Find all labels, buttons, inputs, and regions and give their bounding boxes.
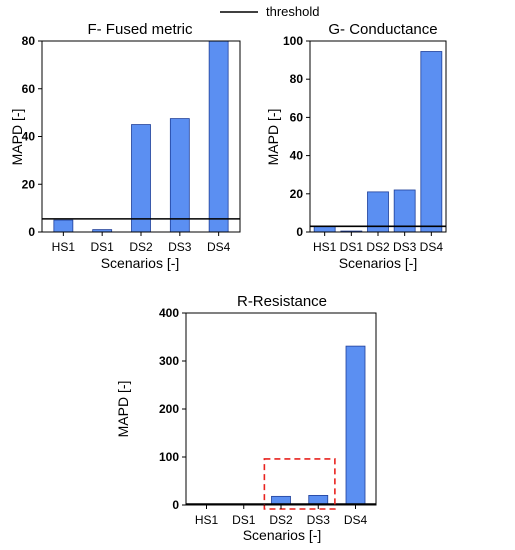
x-axis-label: Scenarios [-] bbox=[243, 527, 322, 543]
chart-resistance: R-Resistance MAPD [-] Scenarios [-] 0 100… bbox=[115, 293, 377, 543]
legend-threshold-label: threshold bbox=[266, 4, 319, 19]
bar-ds4 bbox=[345, 345, 366, 506]
chart-conductance: G- Conductance MAPD [-] Scenarios [-] 0 2… bbox=[265, 21, 447, 271]
x-tick-label: DS4 bbox=[420, 240, 444, 254]
bar-ds4 bbox=[420, 51, 443, 233]
x-tick-label: DS2 bbox=[269, 513, 293, 527]
chart-fused-metric: F- Fused metric MAPD [-] Scenarios [-] 0… bbox=[9, 21, 241, 271]
x-tick-label: DS1 bbox=[91, 240, 115, 254]
y-tick-label: 80 bbox=[290, 72, 304, 86]
y-axis-label: MAPD [-] bbox=[265, 109, 281, 166]
x-tick-label: DS2 bbox=[366, 240, 390, 254]
bar-hs1 bbox=[53, 219, 74, 233]
y-tick-label: 40 bbox=[290, 149, 304, 163]
y-tick-label: 20 bbox=[290, 187, 304, 201]
y-axis-label: MAPD [-] bbox=[9, 109, 25, 166]
chart-title: G- Conductance bbox=[328, 21, 437, 38]
x-tick-label: DS3 bbox=[307, 513, 331, 527]
x-tick-label: DS2 bbox=[129, 240, 153, 254]
y-tick-label: 40 bbox=[22, 130, 36, 144]
x-tick-label: DS3 bbox=[168, 240, 192, 254]
y-axis-label: MAPD [-] bbox=[115, 381, 131, 438]
y-tick-label: 80 bbox=[22, 34, 36, 48]
y-tick-label: 60 bbox=[290, 110, 304, 124]
x-tick-label: DS4 bbox=[207, 240, 231, 254]
y-tick-label: 0 bbox=[28, 225, 35, 239]
highlight-box bbox=[263, 458, 336, 510]
y-tick-label: 20 bbox=[22, 177, 36, 191]
y-tick-label: 0 bbox=[296, 225, 303, 239]
bar-hs1 bbox=[313, 225, 336, 233]
x-tick-label: DS1 bbox=[232, 513, 256, 527]
y-tick-label: 300 bbox=[159, 354, 179, 368]
chart-title: F- Fused metric bbox=[87, 21, 193, 38]
x-tick-label: DS4 bbox=[344, 513, 368, 527]
x-tick-label: DS1 bbox=[340, 240, 364, 254]
x-axis-label: Scenarios [-] bbox=[101, 255, 180, 271]
y-tick-label: 100 bbox=[159, 450, 179, 464]
y-tick-label: 0 bbox=[172, 498, 179, 512]
legend: threshold bbox=[220, 4, 319, 19]
bar-ds3 bbox=[169, 118, 190, 233]
x-tick-label: HS1 bbox=[195, 513, 219, 527]
chart-title: R-Resistance bbox=[237, 293, 327, 310]
x-tick-label: DS3 bbox=[393, 240, 417, 254]
x-tick-label: HS1 bbox=[52, 240, 76, 254]
bar-ds4 bbox=[208, 40, 229, 233]
y-tick-label: 100 bbox=[283, 34, 303, 48]
bar-ds2 bbox=[131, 124, 151, 233]
x-tick-label: HS1 bbox=[313, 240, 337, 254]
x-axis-label: Scenarios [-] bbox=[339, 255, 418, 271]
y-tick-label: 400 bbox=[159, 306, 179, 320]
y-tick-label: 200 bbox=[159, 402, 179, 416]
y-tick-label: 60 bbox=[22, 82, 36, 96]
